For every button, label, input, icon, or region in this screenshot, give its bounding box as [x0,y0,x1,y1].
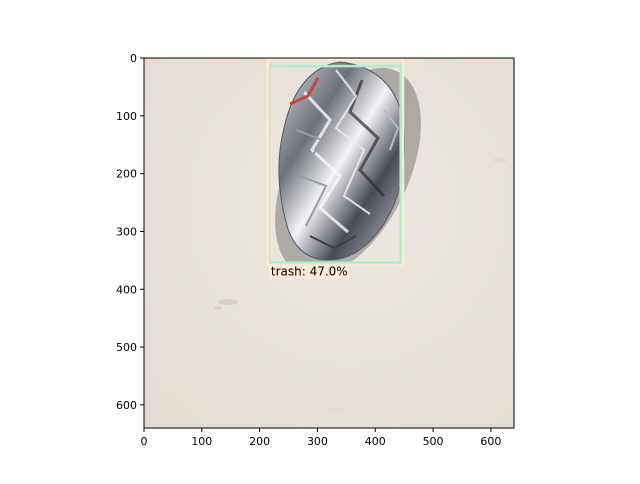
detection-label: trash: 47.0% [271,265,348,279]
floor-stain [218,299,238,305]
x-tick-label: 500 [423,435,444,448]
x-axis: 0 100 200 300 400 500 600 [141,428,501,448]
photo: trash: 47.0% [144,58,514,428]
x-tick-label: 600 [480,435,501,448]
y-tick-label: 100 [116,110,137,123]
y-tick-label: 0 [130,52,137,65]
y-tick-label: 300 [116,225,137,238]
x-tick-label: 200 [249,435,270,448]
detections-layer: trash: 47.0% [266,58,405,279]
floor-stain [328,407,344,413]
floor-stain [494,157,506,163]
y-tick-label: 200 [116,168,137,181]
x-tick-label: 0 [141,435,148,448]
y-tick-label: 400 [116,283,137,296]
detection-box [266,58,405,267]
floor-stain [214,306,222,310]
axes-frame [143,57,515,429]
y-tick-label: 600 [116,399,137,412]
crumpled-foil-wrapper-icon [275,61,421,277]
detection-label-background [268,263,349,279]
x-tick-label: 100 [191,435,212,448]
x-tick-label: 400 [365,435,386,448]
y-tick-label: 500 [116,341,137,354]
x-tick-label: 300 [307,435,328,448]
y-axis: 0 100 200 300 400 500 600 [116,52,144,412]
